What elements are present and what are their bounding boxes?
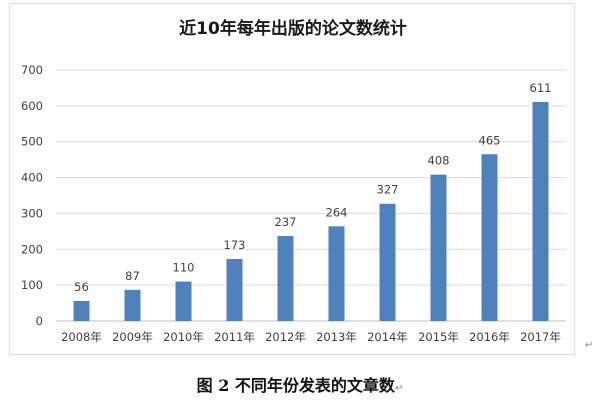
bar-value-label: 173 [224, 238, 246, 252]
y-tick-label: 0 [36, 314, 43, 328]
bar-value-label: 237 [275, 215, 297, 229]
paragraph-mark: ↵ [585, 340, 594, 351]
x-tick-label: 2012年 [265, 330, 306, 344]
x-tick-label: 2008年 [61, 330, 102, 344]
bar [379, 203, 396, 321]
y-tick-label: 400 [21, 171, 43, 185]
bar [430, 174, 447, 321]
chart-title: 近10年每年出版的论文数统计 [179, 18, 407, 39]
bar-value-label: 408 [428, 154, 450, 168]
bar-value-label: 56 [74, 280, 89, 294]
x-axis-ticks: 2008年 2009年 2010年 2011年 2012年 2013年 2014年 2015年… [61, 330, 561, 344]
y-tick-label: 200 [21, 242, 43, 256]
x-tick-label: 2009年 [112, 330, 153, 344]
x-tick-label: 2011年 [214, 330, 255, 344]
caption-paragraph-mark: ↵ [394, 383, 404, 394]
bar [277, 236, 294, 321]
y-axis-ticks: 0 100 200 300 400 500 600 700 [21, 63, 43, 328]
x-tick-label: 2017年 [520, 330, 561, 344]
bar-value-label: 465 [479, 133, 501, 147]
bar [226, 258, 243, 321]
bar-value-label: 327 [377, 183, 399, 197]
y-tick-label: 300 [21, 206, 43, 220]
x-tick-label: 2013年 [316, 330, 357, 344]
y-tick-label: 700 [21, 63, 43, 77]
x-tick-label: 2016年 [469, 330, 510, 344]
data-labels: 56 87 110 173 237 264 327 408 465 611 [74, 81, 551, 294]
y-tick-label: 600 [21, 99, 43, 113]
bars [73, 101, 549, 321]
x-tick-label: 2010年 [163, 330, 204, 344]
bar [481, 154, 498, 321]
bar [73, 300, 90, 321]
bar-value-label: 611 [530, 81, 552, 95]
figure-caption: 图 2 不同年份发表的文章数↵ [0, 372, 600, 396]
figure-caption-text: 图 2 不同年份发表的文章数 [196, 376, 395, 395]
bar [328, 226, 345, 321]
bar [532, 101, 549, 321]
y-tick-label: 100 [21, 278, 43, 292]
bar-value-label: 264 [326, 205, 348, 219]
chart-svg: 近10年每年出版的论文数统计 0 100 200 300 400 500 600 700 56… [21, 18, 566, 344]
bar [175, 281, 192, 321]
x-tick-label: 2014年 [367, 330, 408, 344]
bar-value-label: 87 [125, 269, 140, 283]
x-tick-label: 2015年 [418, 330, 459, 344]
y-tick-label: 500 [21, 135, 43, 149]
chart-frame: 近10年每年出版的论文数统计 0 100 200 300 400 500 600 700 56… [9, 3, 575, 355]
bar [124, 289, 141, 321]
gridlines [56, 69, 566, 322]
bar-value-label: 110 [173, 261, 195, 275]
